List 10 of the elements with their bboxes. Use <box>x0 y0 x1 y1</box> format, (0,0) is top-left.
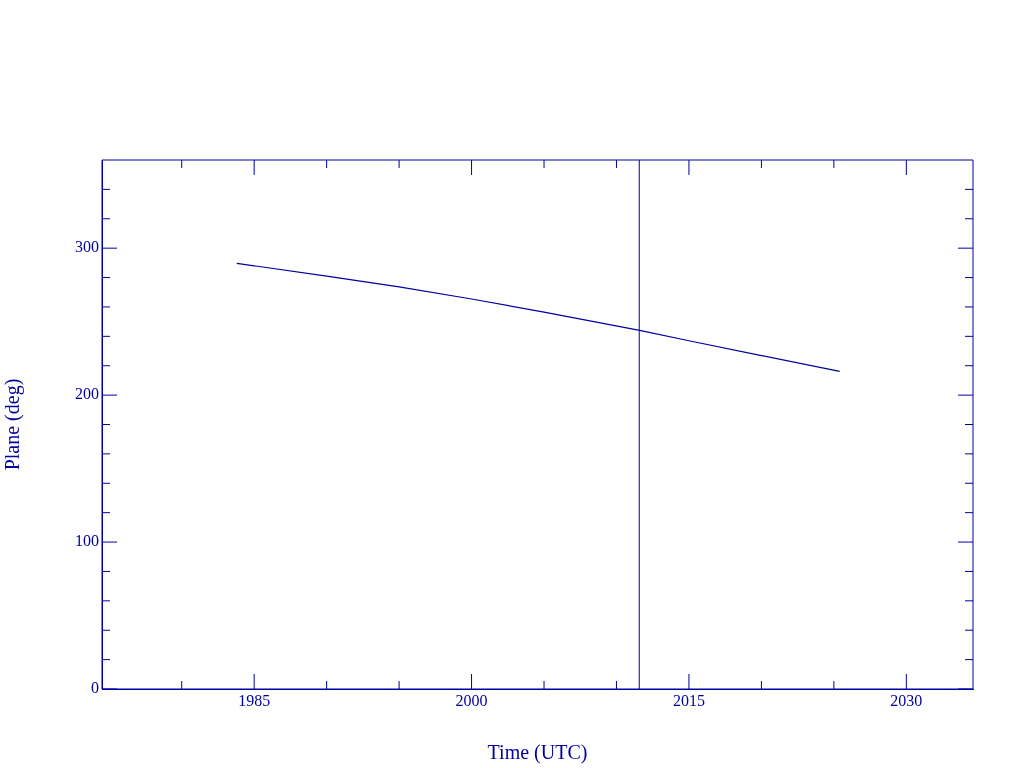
x-tick-label: 2030 <box>890 691 923 709</box>
y-tick-label: 300 <box>75 238 99 256</box>
x-axis-title: Time (UTC) <box>487 741 588 765</box>
y-tick-label: 200 <box>75 385 99 403</box>
x-tick-label: 1985 <box>238 691 271 709</box>
x-tick-label: 2000 <box>455 691 488 709</box>
y-axis-title: Plane (deg) <box>1 378 25 471</box>
y-tick-label: 0 <box>91 679 99 697</box>
y-tick-label: 100 <box>75 532 99 550</box>
x-tick-label: 2015 <box>672 691 705 709</box>
